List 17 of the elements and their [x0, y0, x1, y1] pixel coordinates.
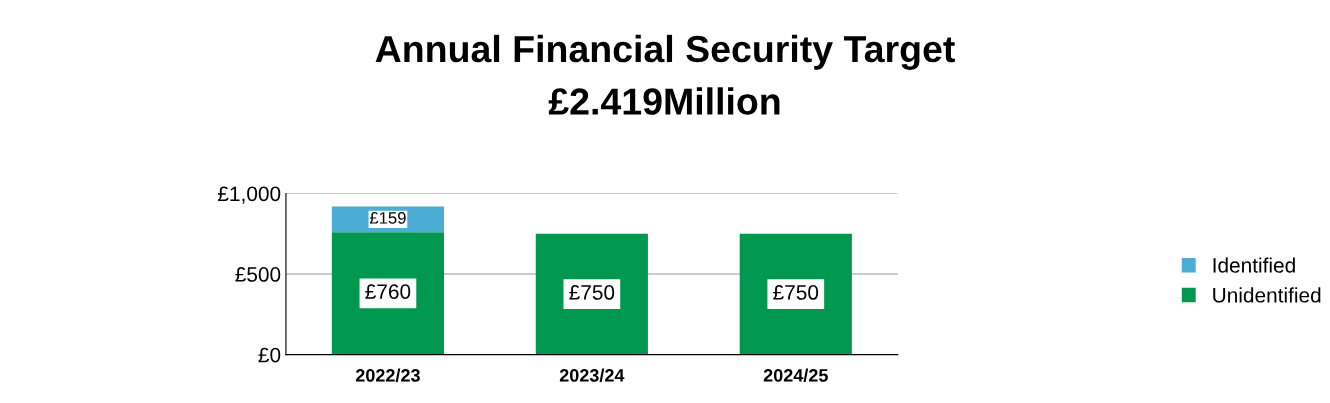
legend-label: Unidentified — [1213, 287, 1321, 303]
x-tick-label: 2024/25 — [763, 368, 828, 382]
x-tick-label: 2022/23 — [355, 368, 420, 382]
chart-title: Annual Financial Security Target — [375, 34, 955, 70]
data-label: £750 — [569, 285, 615, 300]
y-tick-label: £1,000 — [217, 186, 281, 204]
chart-subtitle: £2.419Million — [548, 87, 780, 115]
legend-label: Identified — [1213, 257, 1295, 273]
bar — [739, 233, 852, 355]
bar — [331, 232, 444, 355]
data-label: £760 — [365, 284, 411, 299]
data-label: £159 — [369, 211, 406, 224]
x-tick-label: 2023/24 — [559, 368, 625, 382]
bar — [535, 233, 648, 355]
y-tick-label: £0 — [258, 347, 281, 363]
data-label: £750 — [773, 285, 819, 300]
y-tick-label: £500 — [235, 267, 281, 282]
